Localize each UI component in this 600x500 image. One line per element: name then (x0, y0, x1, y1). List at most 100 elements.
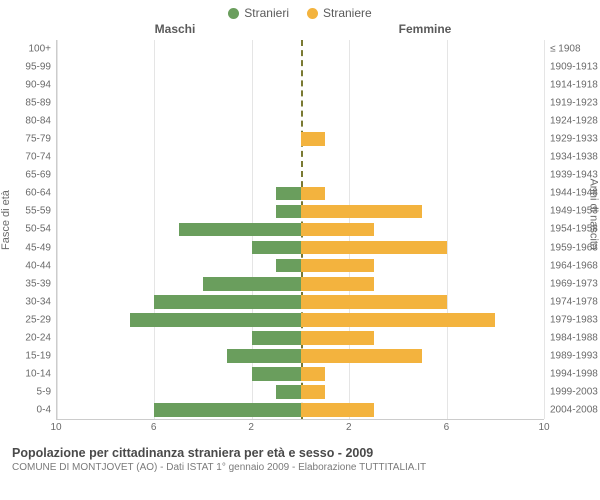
birth-year-label: 1919-1923 (544, 98, 598, 109)
birth-year-label: 1964-1968 (544, 260, 598, 271)
bar-female (301, 349, 423, 363)
pyramid-row: 20-241984-1988 (57, 329, 544, 347)
age-label: 0-4 (37, 404, 57, 415)
birth-year-label: 1909-1913 (544, 62, 598, 73)
header-female: Femmine (300, 22, 600, 36)
pyramid-row: 75-791929-1933 (57, 130, 544, 148)
bar-male (276, 259, 300, 273)
age-label: 70-74 (25, 152, 57, 163)
pyramid-row: 55-591949-1953 (57, 202, 544, 220)
pyramid-row: 65-691939-1943 (57, 166, 544, 184)
age-label: 10-14 (25, 368, 57, 379)
birth-year-label: 1979-1983 (544, 314, 598, 325)
age-label: 50-54 (25, 224, 57, 235)
pyramid-row: 40-441964-1968 (57, 257, 544, 275)
pyramid-row: 0-42004-2008 (57, 401, 544, 419)
birth-year-label: 1974-1978 (544, 296, 598, 307)
pyramid-row: 30-341974-1978 (57, 293, 544, 311)
age-label: 45-49 (25, 242, 57, 253)
legend: Stranieri Straniere (0, 0, 600, 20)
birth-year-label: 1924-1928 (544, 116, 598, 127)
bar-female (301, 403, 374, 417)
bar-female (301, 187, 325, 201)
age-label: 100+ (28, 44, 57, 55)
bar-male (179, 223, 301, 237)
age-label: 35-39 (25, 278, 57, 289)
bar-female (301, 223, 374, 237)
bar-female (301, 241, 447, 255)
chart-subtitle: COMUNE DI MONTJOVET (AO) - Dati ISTAT 1°… (12, 462, 588, 473)
bar-female (301, 277, 374, 291)
age-label: 95-99 (25, 62, 57, 73)
age-label: 30-34 (25, 296, 57, 307)
legend-label-female: Straniere (323, 6, 372, 20)
age-label: 85-89 (25, 98, 57, 109)
bar-male (276, 205, 300, 219)
birth-year-label: 1984-1988 (544, 332, 598, 343)
x-tick: 6 (151, 422, 157, 433)
pyramid-row: 85-891919-1923 (57, 94, 544, 112)
birth-year-label: 1999-2003 (544, 386, 598, 397)
footer: Popolazione per cittadinanza straniera p… (12, 446, 588, 473)
bar-female (301, 313, 496, 327)
x-tick: 6 (444, 422, 450, 433)
birth-year-label: 1959-1963 (544, 242, 598, 253)
birth-year-label: 1939-1943 (544, 170, 598, 181)
birth-year-label: 1914-1918 (544, 80, 598, 91)
bar-male (252, 367, 301, 381)
birth-year-label: 1949-1953 (544, 206, 598, 217)
bar-female (301, 367, 325, 381)
header-male: Maschi (0, 22, 300, 36)
age-label: 40-44 (25, 260, 57, 271)
x-tick: 2 (346, 422, 352, 433)
birth-year-label: 1994-1998 (544, 368, 598, 379)
swatch-female (307, 8, 318, 19)
age-label: 80-84 (25, 116, 57, 127)
bar-male (154, 295, 300, 309)
age-label: 60-64 (25, 188, 57, 199)
x-tick: 10 (50, 422, 61, 433)
x-tick: 10 (538, 422, 549, 433)
column-headers: Maschi Femmine (0, 22, 600, 36)
bar-male (276, 385, 300, 399)
bar-female (301, 259, 374, 273)
bar-male (130, 313, 300, 327)
pyramid-row: 60-641944-1948 (57, 184, 544, 202)
bar-female (301, 295, 447, 309)
birth-year-label: 1954-1958 (544, 224, 598, 235)
x-tick: 2 (248, 422, 254, 433)
pyramid-row: 25-291979-1983 (57, 311, 544, 329)
bar-female (301, 331, 374, 345)
bar-male (252, 241, 301, 255)
age-label: 20-24 (25, 332, 57, 343)
legend-item-female: Straniere (307, 6, 372, 20)
age-label: 15-19 (25, 350, 57, 361)
pyramid-row: 45-491959-1963 (57, 239, 544, 257)
bar-male (276, 187, 300, 201)
bar-male (154, 403, 300, 417)
pyramid-row: 70-741934-1938 (57, 148, 544, 166)
bar-female (301, 385, 325, 399)
pyramid-row: 80-841924-1928 (57, 112, 544, 130)
legend-label-male: Stranieri (244, 6, 289, 20)
age-label: 55-59 (25, 206, 57, 217)
pyramid-row: 100+≤ 1908 (57, 40, 544, 58)
age-label: 90-94 (25, 80, 57, 91)
birth-year-label: 1989-1993 (544, 350, 598, 361)
birth-year-label: 2004-2008 (544, 404, 598, 415)
bar-male (203, 277, 300, 291)
pyramid-row: 35-391969-1973 (57, 275, 544, 293)
birth-year-label: 1929-1933 (544, 134, 598, 145)
age-label: 75-79 (25, 134, 57, 145)
age-label: 5-9 (37, 386, 57, 397)
birth-year-label: 1944-1948 (544, 188, 598, 199)
pyramid-rows: 100+≤ 190895-991909-191390-941914-191885… (57, 40, 544, 419)
pyramid-row: 50-541954-1958 (57, 220, 544, 238)
x-axis: 10622610 (56, 420, 544, 436)
pyramid-plot: 100+≤ 190895-991909-191390-941914-191885… (56, 40, 544, 420)
birth-year-label: 1969-1973 (544, 278, 598, 289)
chart-title: Popolazione per cittadinanza straniera p… (12, 446, 588, 460)
bar-male (227, 349, 300, 363)
pyramid-row: 5-91999-2003 (57, 383, 544, 401)
bar-male (252, 331, 301, 345)
